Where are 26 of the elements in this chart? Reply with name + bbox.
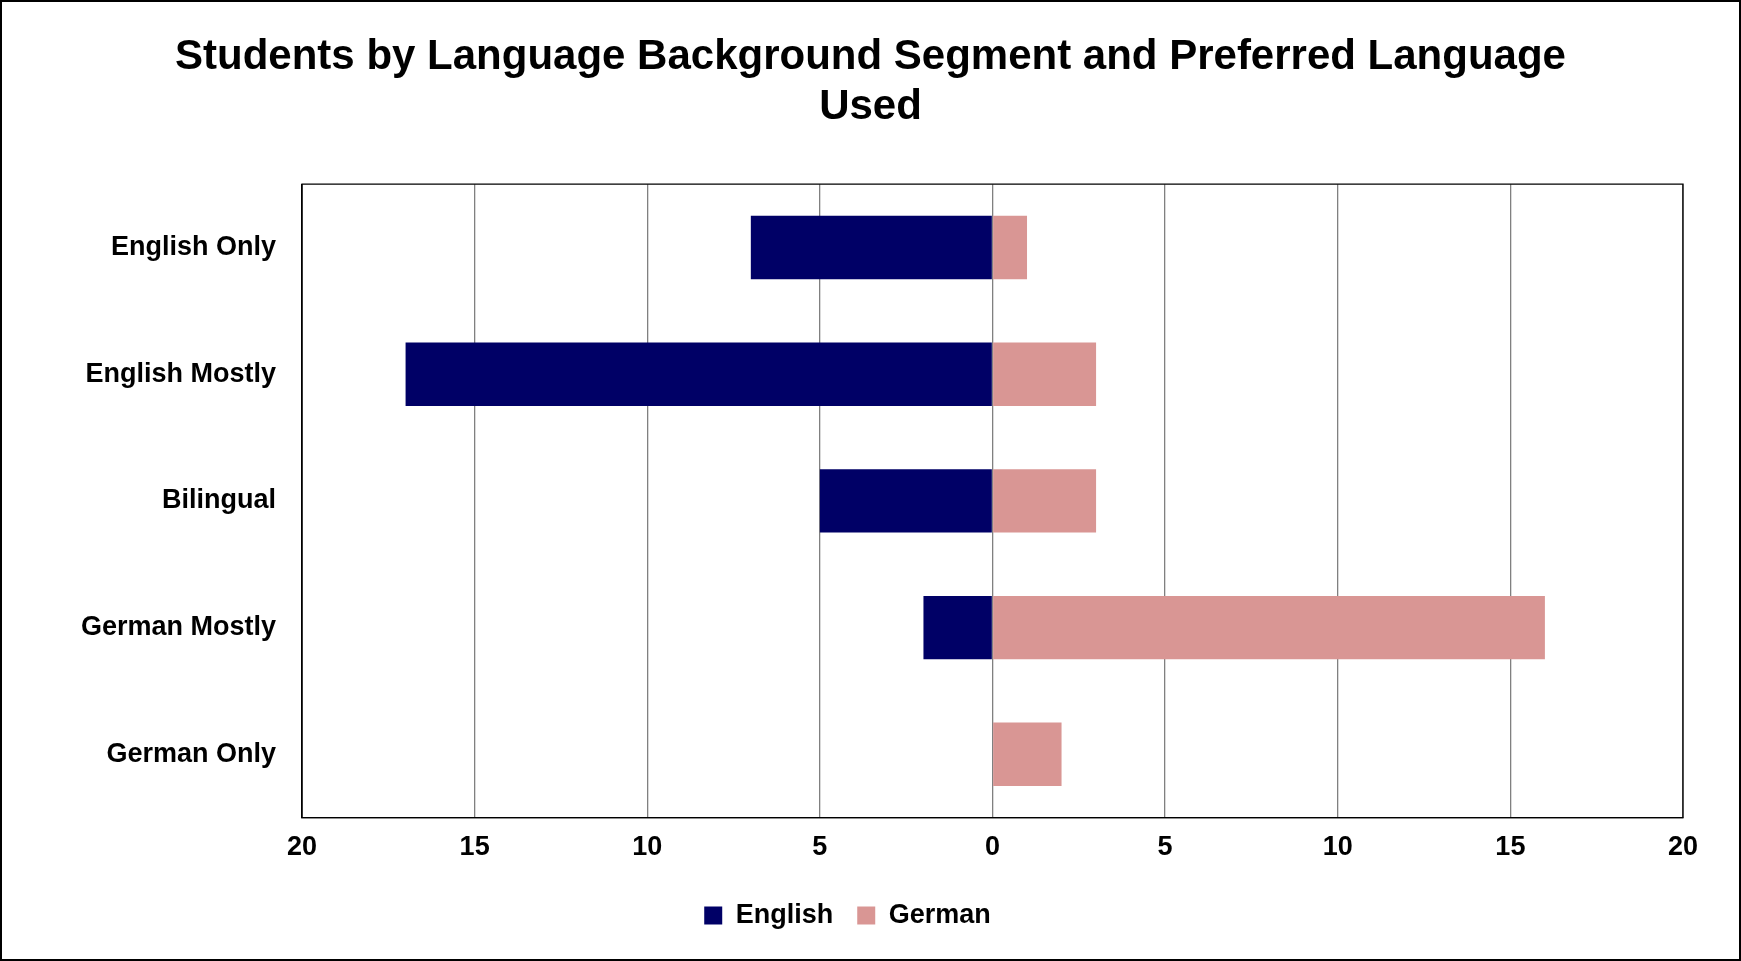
legend-label: English	[735, 898, 834, 929]
bar	[993, 595, 1545, 660]
x-tick-label: 5	[812, 831, 828, 862]
x-tick-label: 10	[632, 831, 663, 862]
bar	[993, 215, 1028, 280]
y-tick-label: German Mostly	[80, 611, 276, 642]
legend-label: German	[888, 898, 991, 929]
x-tick-label: 20	[1667, 831, 1699, 862]
bar	[993, 342, 1097, 406]
x-tick-label: 10	[1322, 831, 1353, 862]
chart-title: Students by Language Background Segment and Preferred Language Used	[174, 30, 1567, 130]
bar	[993, 469, 1097, 533]
y-tick-label: Bilingual	[162, 484, 276, 515]
x-tick-label: 5	[1157, 831, 1173, 862]
bar	[819, 469, 992, 533]
y-tick-label: German Only	[106, 737, 276, 768]
x-tick-label: 15	[459, 831, 490, 862]
bar	[923, 595, 992, 660]
bar	[993, 722, 1062, 786]
bar	[405, 342, 992, 406]
y-tick-label: English Mostly	[85, 357, 276, 388]
x-tick-label: 0	[984, 831, 1001, 862]
y-tick-label: English Only	[110, 230, 276, 261]
x-tick-label: 15	[1495, 831, 1526, 862]
x-tick-label: 20	[286, 831, 318, 862]
bar	[750, 215, 992, 280]
